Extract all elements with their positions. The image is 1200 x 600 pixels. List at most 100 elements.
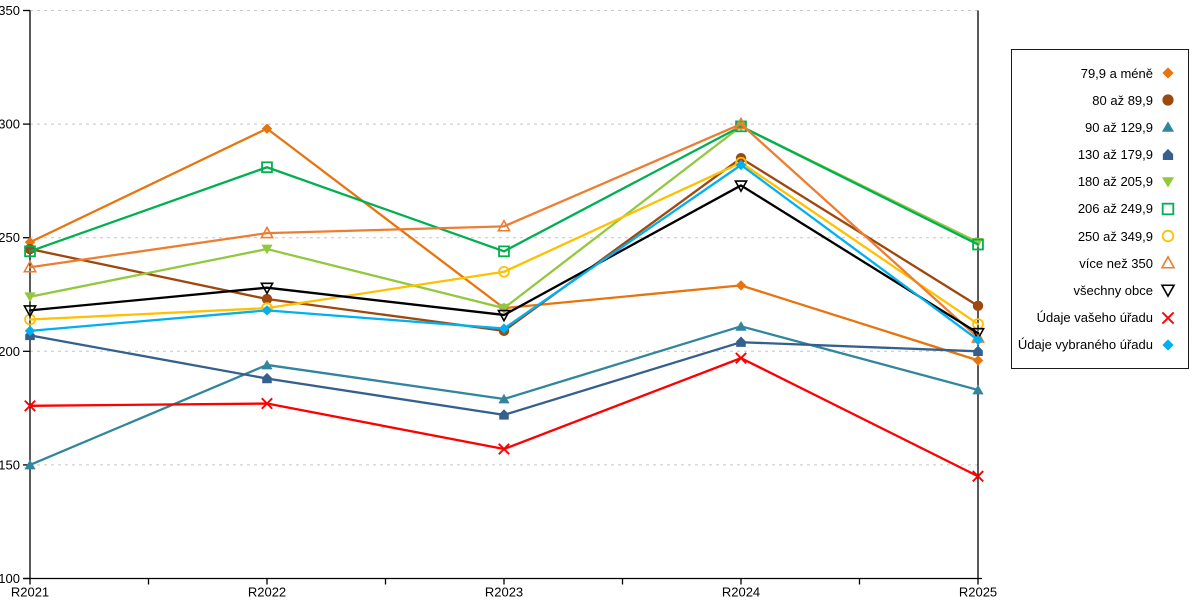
y-tick-label: 200 [0,344,20,359]
series-4 [24,121,984,314]
triangle-down-filled-icon [1161,177,1175,188]
legend-item: Údaje vašeho úřadu [1012,310,1188,326]
diamond-filled-icon [1162,67,1174,79]
circle-open-icon [1161,229,1175,243]
legend-label: Údaje vybraného úřadu [1017,337,1153,353]
data-point-marker [498,443,510,455]
data-point-marker [972,238,984,251]
pentagon-filled-marker [1162,148,1174,160]
legend-label: 80 až 89,9 [1092,92,1153,108]
data-point-marker [261,293,273,305]
data-point-marker [260,225,274,239]
legend-label: 180 až 205,9 [1077,174,1153,190]
series-10 [24,159,984,346]
data-point-marker [972,300,984,312]
legend-item: 79,9 a méně [1012,65,1188,81]
data-point-marker [498,265,510,278]
legend-label: Údaje vašeho úřadu [1036,310,1153,326]
legend-item: všechny obce [1012,282,1188,299]
series-line [28,122,980,339]
legend-label: více než 350 [1079,255,1153,271]
data-point-marker [972,334,984,346]
data-point-marker [261,305,273,316]
data-point-marker [498,245,510,258]
legend-marker-icon [1160,310,1176,326]
legend-item: 130 až 179,9 [1012,147,1188,163]
series-line [28,125,980,253]
series-line [28,184,980,335]
y-tick-label: 150 [0,457,20,472]
legend-marker-icon [1160,282,1176,299]
data-point-marker [736,336,746,347]
legend-marker-icon [1160,65,1176,81]
circle-open-marker [1161,229,1175,243]
data-point-marker [260,282,274,296]
data-point-marker [24,399,36,412]
triangle-up-open-icon [1160,255,1176,269]
x-icon [1161,311,1175,324]
triangle-down-filled-marker [1161,177,1175,188]
diamond-filled-icon [1162,339,1174,351]
legend-item: Údaje vybraného úřadu [1012,337,1188,353]
data-point-marker [23,305,37,318]
data-point-marker [972,470,984,483]
diamond-filled-marker [1162,339,1174,351]
triangle-up-filled-marker [1161,121,1175,133]
legend-marker-icon [1160,174,1176,190]
legend-label: 130 až 179,9 [1077,147,1153,163]
square-open-icon [1161,202,1175,216]
y-tick-label: 300 [0,117,20,132]
data-point-marker [24,292,36,302]
legend-label: všechny obce [1073,282,1154,298]
data-point-marker [262,372,272,384]
legend-item: 90 až 129,9 [1012,119,1188,135]
x-marker [1161,311,1175,324]
x-tick-label: R2024 [722,585,760,600]
series-5 [24,120,984,258]
data-point-marker [498,393,510,404]
data-point-marker [24,245,36,258]
y-tick-label: 250 [0,230,20,245]
series-9 [24,352,984,483]
data-point-marker [735,159,747,171]
chart-legend: 79,9 a méně 80 až 89,9 90 až 129,9 130 a… [1011,49,1189,369]
triangle-down-open-marker [1160,284,1176,299]
data-point-marker [24,459,36,470]
legend-marker-icon [1160,337,1176,353]
data-point-marker [23,259,37,273]
data-point-marker [734,180,748,193]
data-point-marker [735,321,747,331]
series-line [28,161,980,326]
data-point-marker [734,116,748,130]
legend-item: 206 až 249,9 [1012,201,1188,217]
data-point-marker [497,218,511,232]
legend-item: 80 až 89,9 [1012,92,1188,108]
diamond-filled-marker [1162,67,1174,79]
circle-filled-icon [1162,94,1174,106]
pentagon-filled-icon [1162,148,1174,160]
legend-marker-icon [1160,228,1176,244]
triangle-down-open-icon [1160,284,1176,299]
data-point-marker [261,161,273,174]
data-point-marker [972,384,984,395]
series-8 [23,180,985,341]
legend-marker-icon [1160,92,1176,108]
legend-item: 180 až 205,9 [1012,174,1188,190]
legend-item: 250 až 349,9 [1012,228,1188,244]
x-tick-label: R2025 [959,585,997,600]
legend-label: 90 až 129,9 [1085,119,1153,135]
data-point-marker [498,323,510,334]
legend-item: více než 350 [1012,255,1188,271]
data-point-marker [497,309,511,323]
line-chart: 100 150 200 250 300 350 R2021 R2022 R2023 R2024 R2… [0,3,997,600]
data-point-marker [499,409,509,420]
series-2 [24,321,984,470]
data-point-marker [971,327,985,341]
x-tick-label: R2022 [248,585,286,600]
legend-marker-icon [1160,201,1176,217]
x-tick-label: R2021 [11,585,49,600]
legend-marker-icon [1160,255,1176,271]
circle-filled-marker [1162,94,1174,106]
legend-marker-icon [1160,147,1176,163]
y-tick-label: 350 [0,3,20,18]
